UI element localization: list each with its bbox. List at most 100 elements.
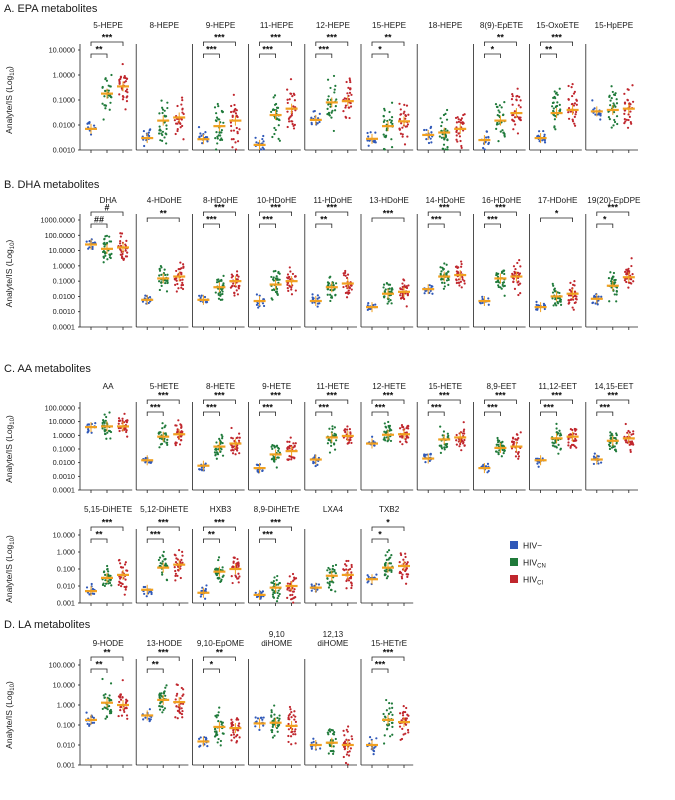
sig-label: #	[104, 203, 109, 213]
data-point	[345, 428, 349, 431]
data-point	[495, 123, 499, 126]
data-point	[330, 444, 333, 447]
data-point	[161, 711, 164, 714]
data-point	[276, 106, 280, 109]
data-point	[384, 554, 387, 557]
y-axis-label-end: )	[4, 66, 14, 69]
data-point	[455, 130, 458, 134]
data-point	[176, 574, 179, 577]
panel-title-line: 8-HEPE	[150, 21, 180, 30]
data-point	[335, 98, 338, 101]
data-point	[287, 722, 290, 726]
data-point	[124, 586, 128, 589]
data-point	[613, 120, 617, 124]
data-point	[219, 294, 222, 297]
data-point	[551, 444, 555, 447]
panel-title-line: 15-HETrE	[371, 639, 408, 648]
data-point	[220, 137, 223, 140]
data-point	[331, 564, 335, 568]
data-point	[388, 287, 391, 290]
data-point	[543, 307, 546, 311]
data-point	[487, 303, 490, 306]
data-point	[495, 450, 498, 453]
data-point	[230, 104, 233, 108]
data-point	[217, 577, 220, 580]
data-point	[110, 96, 113, 99]
data-point	[551, 101, 555, 105]
panel-5-15-dihete: 5,15-DiHETE*****	[79, 505, 133, 606]
sig-bracket	[203, 223, 220, 228]
data-point	[553, 288, 556, 291]
data-point	[126, 419, 129, 422]
sig-label: ***	[214, 518, 225, 528]
data-point	[181, 709, 184, 713]
data-point	[204, 131, 207, 134]
data-point	[176, 128, 179, 131]
data-point	[103, 237, 106, 240]
data-point	[232, 282, 235, 285]
data-point	[214, 568, 217, 571]
data-point	[286, 101, 289, 105]
data-point	[330, 728, 333, 732]
data-point	[345, 579, 348, 583]
panel-5-hete: 5-HETE******	[135, 382, 189, 493]
data-point	[486, 462, 490, 465]
data-point	[106, 431, 109, 434]
data-point	[270, 709, 273, 712]
data-point	[429, 289, 432, 292]
data-point	[372, 304, 375, 307]
data-point	[294, 442, 297, 445]
data-point	[235, 126, 238, 130]
data-point	[443, 448, 446, 451]
data-point	[614, 436, 617, 440]
data-point	[162, 550, 165, 553]
data-point	[110, 710, 113, 713]
data-point	[375, 573, 378, 576]
data-point	[104, 419, 107, 422]
data-point	[387, 300, 390, 303]
data-point	[632, 280, 635, 283]
data-point	[177, 548, 181, 552]
data-point	[293, 99, 297, 102]
data-point	[554, 115, 557, 118]
data-point	[513, 270, 516, 273]
data-point	[460, 144, 463, 148]
data-point	[572, 298, 575, 301]
data-point	[221, 454, 225, 457]
panel-12-hete: 12-HETE******	[360, 382, 414, 493]
data-point	[329, 293, 332, 296]
y-tick-label: 0.0001	[53, 323, 75, 332]
sig-bracket	[315, 41, 349, 46]
data-point	[215, 457, 218, 460]
data-point	[388, 424, 392, 427]
data-point	[286, 125, 289, 129]
data-point	[216, 102, 219, 106]
data-point	[163, 121, 166, 124]
data-point	[292, 714, 295, 717]
data-point	[218, 131, 221, 134]
data-point	[256, 302, 259, 305]
sig-label: ***	[262, 530, 273, 540]
sig-bracket	[146, 668, 164, 673]
data-point	[125, 239, 128, 243]
data-point	[313, 584, 316, 587]
data-point	[142, 129, 146, 133]
data-point	[161, 427, 164, 430]
data-point	[101, 86, 104, 89]
data-point	[367, 580, 370, 583]
data-point	[273, 94, 277, 97]
data-point	[625, 268, 628, 271]
data-point	[277, 719, 280, 722]
data-point	[511, 103, 514, 106]
data-point	[349, 87, 352, 90]
data-point	[278, 592, 281, 596]
data-point	[440, 129, 443, 132]
data-point	[387, 549, 391, 552]
y-tick-label: 10.0000	[49, 46, 75, 55]
data-point	[277, 594, 280, 598]
data-point	[219, 720, 223, 723]
data-point	[568, 288, 571, 291]
data-point	[374, 303, 377, 306]
data-point	[611, 90, 614, 94]
